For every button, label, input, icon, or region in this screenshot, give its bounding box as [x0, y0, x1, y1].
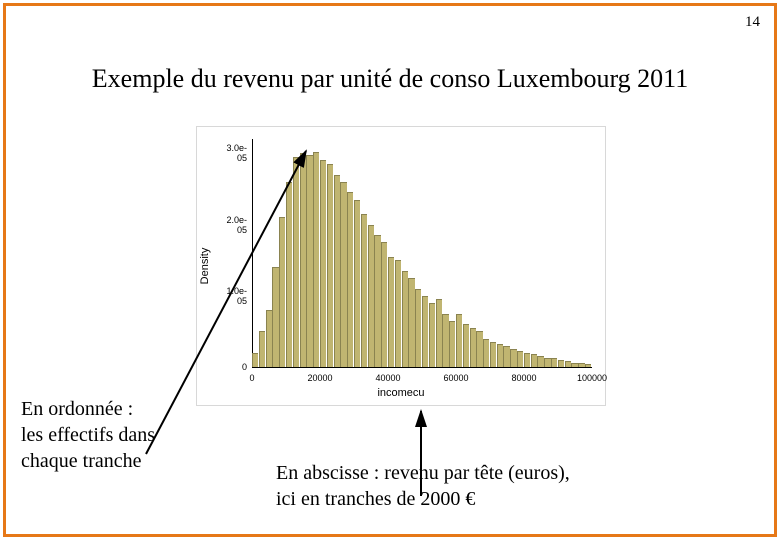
histogram-bar — [374, 235, 380, 367]
histogram-bar — [422, 296, 428, 367]
plot-region — [252, 139, 592, 367]
x-axis-line — [252, 367, 592, 368]
histogram-bar — [483, 339, 489, 368]
x-tick-label: 80000 — [511, 373, 536, 383]
y-tick-label: 2.0e-05 — [217, 215, 247, 235]
histogram-bar — [510, 349, 516, 367]
histogram-bar — [571, 363, 577, 367]
histogram-bar — [252, 353, 258, 367]
histogram-bar — [388, 257, 394, 367]
x-axis-annotation: En abscisse : revenu par tête (euros), i… — [276, 460, 676, 512]
histogram-bar — [578, 363, 584, 367]
y-tick-label: 0 — [217, 362, 247, 372]
histogram-bar — [531, 354, 537, 367]
histogram-bar — [524, 353, 530, 367]
histogram-bar — [354, 200, 360, 367]
histogram-bar — [476, 331, 482, 367]
histogram-bar — [436, 299, 442, 367]
histogram-bar — [334, 175, 340, 367]
histogram-bar — [381, 242, 387, 367]
histogram-chart: Density incomecu 01.0e-052.0e-053.0e-05 … — [196, 126, 606, 406]
histogram-bar — [286, 182, 292, 367]
histogram-bar — [470, 328, 476, 367]
histogram-bar — [259, 331, 265, 367]
histogram-bar — [565, 361, 571, 367]
histogram-bar — [442, 314, 448, 367]
histogram-bars — [252, 139, 592, 367]
histogram-bar — [395, 260, 401, 367]
x-tick-label: 100000 — [577, 373, 607, 383]
x-axis-label: incomecu — [197, 387, 605, 399]
y-axis-label: Density — [199, 248, 211, 285]
histogram-bar — [368, 225, 374, 368]
histogram-bar — [558, 360, 564, 367]
x-tick-label: 40000 — [375, 373, 400, 383]
histogram-bar — [463, 324, 469, 367]
page-number: 14 — [745, 14, 760, 31]
slide-title: Exemple du revenu par unité de conso Lux… — [6, 64, 774, 94]
histogram-bar — [306, 155, 312, 367]
histogram-bar — [585, 364, 591, 367]
histogram-bar — [415, 289, 421, 367]
histogram-bar — [361, 214, 367, 367]
x-tick-label: 0 — [249, 373, 254, 383]
histogram-bar — [266, 310, 272, 367]
histogram-bar — [544, 358, 550, 367]
y-axis-annotation: En ordonnée : les effectifs dans chaque … — [21, 396, 181, 474]
histogram-bar — [300, 153, 306, 367]
histogram-bar — [340, 182, 346, 367]
histogram-bar — [320, 160, 326, 367]
histogram-bar — [293, 157, 299, 367]
histogram-bar — [490, 342, 496, 367]
histogram-bar — [449, 321, 455, 367]
histogram-bar — [402, 271, 408, 367]
histogram-bar — [347, 192, 353, 367]
histogram-bar — [429, 303, 435, 367]
histogram-bar — [408, 278, 414, 367]
x-tick-label: 20000 — [307, 373, 332, 383]
histogram-bar — [551, 358, 557, 367]
histogram-bar — [327, 164, 333, 367]
histogram-bar — [279, 217, 285, 367]
y-tick-label: 1.0e-05 — [217, 286, 247, 306]
y-tick-label: 3.0e-05 — [217, 143, 247, 163]
slide-frame: 14 Exemple du revenu par unité de conso … — [3, 3, 777, 537]
histogram-bar — [497, 344, 503, 367]
histogram-bar — [517, 351, 523, 367]
x-tick-label: 60000 — [443, 373, 468, 383]
histogram-bar — [313, 152, 319, 367]
histogram-bar — [456, 314, 462, 367]
histogram-bar — [537, 356, 543, 367]
histogram-bar — [503, 346, 509, 367]
histogram-bar — [272, 267, 278, 367]
